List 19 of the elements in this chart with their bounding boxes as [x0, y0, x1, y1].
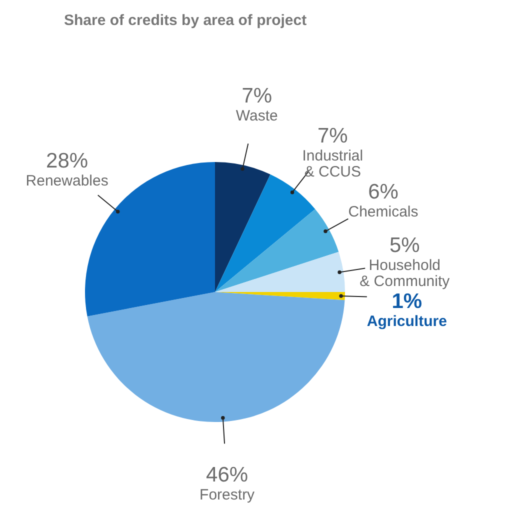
- pie-slice: [215, 162, 270, 292]
- slice-label: Renewables: [26, 172, 108, 190]
- slice-label: Waste: [236, 108, 278, 125]
- data-label: 6%: [368, 180, 398, 204]
- slice-label: Chemicals: [348, 204, 418, 221]
- pie-slice: [215, 252, 345, 292]
- slice-label: Forestry: [200, 486, 256, 504]
- data-label: 28%: [46, 150, 88, 173]
- data-label: 5%: [389, 234, 420, 257]
- pie-slice: [215, 209, 339, 292]
- chart-title: Share of credits by area of project: [64, 12, 307, 29]
- data-label: 7%: [318, 124, 348, 148]
- data-label: 7%: [242, 84, 272, 108]
- slice-label: Agriculture: [366, 312, 447, 330]
- data-label: 46%: [206, 464, 248, 487]
- slice-label: Household & Community: [360, 256, 450, 290]
- slice-label: Industrial & CCUS: [302, 148, 364, 181]
- data-label: 1%: [392, 290, 422, 313]
- pie-slice: [87, 292, 345, 422]
